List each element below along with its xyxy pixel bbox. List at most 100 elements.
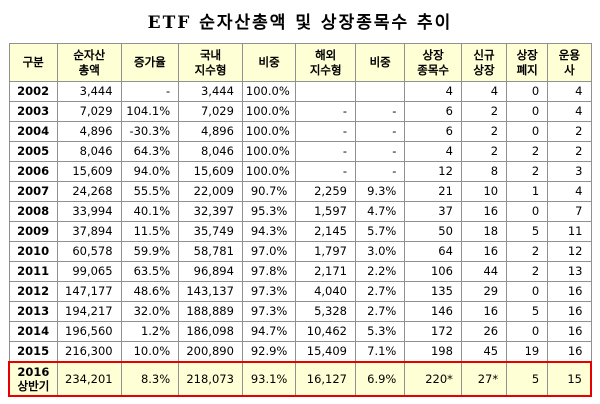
table-header: 구분 순자산 총액 증가율 국내 지수형 비중 해외 지수형 비중 상장 종목수 신규 상장 상장…	[8, 43, 592, 82]
cell: 9.3%	[354, 181, 406, 202]
cell: 220*	[404, 360, 462, 398]
cell: 0	[506, 121, 549, 142]
cell: -	[295, 141, 356, 162]
cell: 2.7%	[354, 281, 406, 302]
cell: 16	[460, 301, 508, 322]
cell: 29	[460, 281, 508, 302]
cell: 3,444	[56, 81, 122, 102]
cell: 21	[404, 181, 462, 202]
cell: 2	[460, 141, 508, 162]
cell: 1,597	[295, 201, 356, 222]
row-year: 2015	[8, 341, 58, 362]
cell: 3.0%	[354, 241, 406, 262]
header-row: 구분 순자산 총액 증가율 국내 지수형 비중 해외 지수형 비중 상장 종목수 신규 상장 상장…	[8, 43, 592, 82]
column-header-2: 증가율	[120, 43, 180, 82]
cell: 10	[460, 181, 508, 202]
row-year: 2002	[8, 81, 58, 102]
column-header-8: 신규 상장	[460, 43, 508, 82]
cell: 5	[506, 221, 549, 242]
cell: 0	[506, 81, 549, 102]
cell: 63.5%	[120, 261, 180, 282]
row-year: 2011	[8, 261, 58, 282]
cell: 0	[506, 201, 549, 222]
cell: 16	[460, 201, 508, 222]
cell: 64	[404, 241, 462, 262]
cell: 0	[506, 101, 549, 122]
cell: 1,797	[295, 241, 356, 262]
cell: 96,894	[178, 261, 243, 282]
cell: 50	[404, 221, 462, 242]
cell: 100.0%	[241, 121, 297, 142]
cell: 2	[460, 121, 508, 142]
cell: 58,781	[178, 241, 243, 262]
cell: 13	[547, 261, 592, 282]
cell: 27*	[460, 360, 508, 398]
page-title: ETF 순자산총액 및 상장종목수 추이	[147, 13, 453, 33]
row-year: 2003	[8, 101, 58, 122]
cell: 147,177	[56, 281, 122, 302]
column-header-0: 구분	[8, 43, 58, 82]
row-year: 2008	[8, 201, 58, 222]
cell: 59.9%	[120, 241, 180, 262]
cell: 2	[506, 261, 549, 282]
cell: 12	[547, 241, 592, 262]
cell: 2	[547, 141, 592, 162]
table-row: 2011 99,065 63.5% 96,894 97.8% 2,171 2.2% 106 44…	[8, 261, 592, 282]
column-header-1: 순자산 총액	[56, 43, 122, 82]
cell: 106	[404, 261, 462, 282]
cell: 100.0%	[241, 161, 297, 182]
cell: 4	[547, 181, 592, 202]
cell: 16	[547, 301, 592, 322]
cell: 100.0%	[241, 81, 297, 102]
cell: 55.5%	[120, 181, 180, 202]
table-row: 2015 216,300 10.0% 200,890 92.9% 15,409 7.1% 19…	[8, 341, 592, 362]
cell: 90.7%	[241, 181, 297, 202]
cell: -30.3%	[120, 121, 180, 142]
cell: -	[354, 161, 406, 182]
cell: 48.6%	[120, 281, 180, 302]
cell: 94.0%	[120, 161, 180, 182]
cell: 94.3%	[241, 221, 297, 242]
cell: 6.9%	[354, 360, 406, 398]
cell: 104.1%	[120, 101, 180, 122]
cell: 4.7%	[354, 201, 406, 222]
column-header-5: 해외 지수형	[295, 43, 356, 82]
cell: 6	[404, 121, 462, 142]
cell: 64.3%	[120, 141, 180, 162]
cell: 2	[547, 121, 592, 142]
cell: 5	[506, 301, 549, 322]
cell: 135	[404, 281, 462, 302]
row-year: 2013	[8, 301, 58, 322]
cell: 100.0%	[241, 141, 297, 162]
cell: 33,994	[56, 201, 122, 222]
cell	[354, 81, 406, 102]
cell: 218,073	[178, 360, 243, 398]
table-row: 2013 194,217 32.0% 188,889 97.3% 5,328 2.7% 146…	[8, 301, 592, 322]
cell: 32,397	[178, 201, 243, 222]
cell: 200,890	[178, 341, 243, 362]
cell: 2,171	[295, 261, 356, 282]
cell: 15,609	[56, 161, 122, 182]
row-year: 2004	[8, 121, 58, 142]
table-row: 2010 60,578 59.9% 58,781 97.0% 1,797 3.0% 64 16 2…	[8, 241, 592, 262]
cell: 32.0%	[120, 301, 180, 322]
cell: 5,328	[295, 301, 356, 322]
cell: 4,040	[295, 281, 356, 302]
cell: 4	[404, 81, 462, 102]
cell: 186,098	[178, 321, 243, 342]
table-row: 2004 4,896 -30.3% 4,896 100.0% - -6 2 0 2	[8, 121, 592, 142]
cell: 2	[506, 161, 549, 182]
cell: 7,029	[178, 101, 243, 122]
cell: 22,009	[178, 181, 243, 202]
cell: 95.3%	[241, 201, 297, 222]
cell: -	[120, 81, 180, 102]
cell: 15,609	[178, 161, 243, 182]
cell: 4,896	[178, 121, 243, 142]
cell: 5.7%	[354, 221, 406, 242]
cell: 8,046	[178, 141, 243, 162]
cell: 18	[460, 221, 508, 242]
cell: 7,029	[56, 101, 122, 122]
cell: 188,889	[178, 301, 243, 322]
table-row: 2009 37,894 11.5% 35,749 94.3% 2,145 5.7% 50 18 5…	[8, 221, 592, 242]
